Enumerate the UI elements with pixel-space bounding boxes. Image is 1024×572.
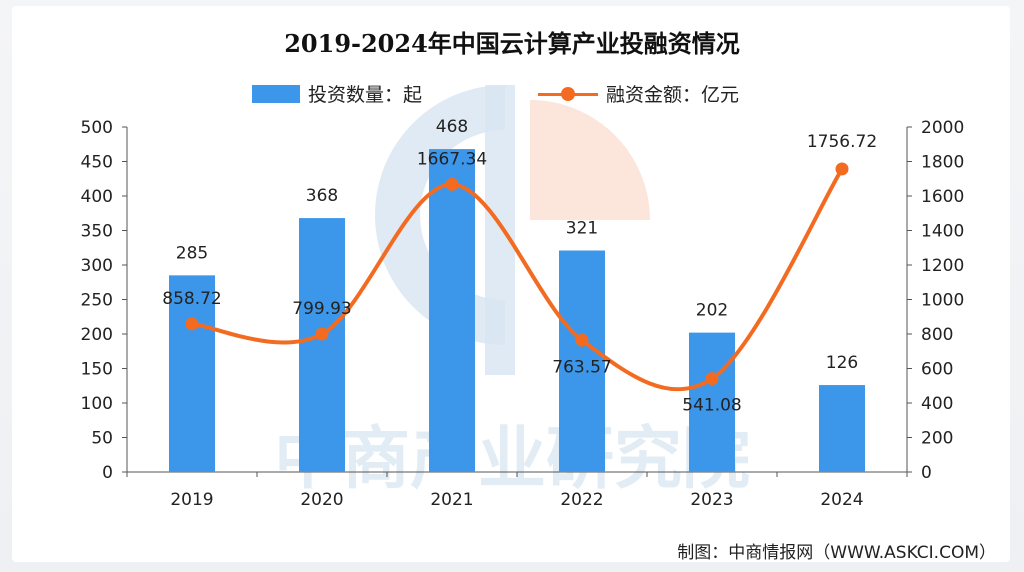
bar (559, 250, 605, 472)
legend-label-investment-count: 投资数量：起 (308, 84, 423, 106)
line-data-label: 1756.72 (807, 132, 877, 152)
left-axis-tick-label: 450 (81, 153, 113, 173)
watermark-text: 中商产业研究院 (274, 420, 750, 499)
line-data-label: 858.72 (162, 289, 221, 309)
left-axis-tick-label: 300 (81, 256, 113, 276)
chart-credit: 制图：中商情报网（WWW.ASKCI.COM） (677, 543, 996, 563)
legend-line-swatch (538, 85, 598, 103)
bar-data-label: 285 (176, 243, 208, 263)
line-point (575, 333, 589, 347)
line-point (705, 372, 719, 386)
bar (299, 218, 345, 472)
left-axis-tick-label: 150 (81, 360, 113, 380)
right-axis-tick-label: 400 (921, 394, 953, 414)
line-series-path (191, 167, 844, 392)
right-axis-tick-label: 2000 (921, 118, 964, 138)
bar-data-label: 368 (306, 186, 338, 206)
left-axis-tick-label: 350 (81, 222, 113, 242)
bar (429, 149, 475, 472)
bar-data-label: 126 (826, 353, 858, 373)
line-data-label: 799.93 (292, 299, 351, 319)
right-axis-tick-label: 1600 (921, 187, 964, 207)
legend-item-investment-count: 投资数量：起 (252, 80, 422, 107)
left-axis-tick-label: 0 (102, 463, 113, 483)
left-axis-tick-label: 400 (81, 187, 113, 207)
watermark-logo (375, 85, 650, 375)
line-point (835, 162, 849, 176)
bars-group (169, 149, 865, 472)
line-point (445, 177, 459, 191)
chart-title: 2019-2024年中国云计算产业投融资情况 (284, 29, 740, 58)
left-axis-tick-label: 500 (81, 118, 113, 138)
bar (169, 275, 215, 472)
x-axis-tick-label: 2023 (690, 490, 733, 510)
bar-data-label: 321 (566, 219, 598, 239)
bar (689, 332, 735, 472)
right-axis-tick-label: 600 (921, 360, 953, 380)
right-axis-tick-label: 1800 (921, 153, 964, 173)
line-data-label: 763.57 (552, 357, 611, 377)
right-axis-tick-label: 0 (921, 463, 932, 483)
legend: 投资数量：起 融资金额：亿元 (0, 80, 1024, 106)
left-axis-tick-label: 250 (81, 291, 113, 311)
line-point (315, 327, 329, 341)
bar-data-label: 202 (696, 301, 728, 321)
right-axis-tick-label: 200 (921, 429, 953, 449)
axes-group: 0 50 100 150 200 250 300 350 400 450 500 0 200 400 600… (81, 118, 965, 510)
legend-item-financing-amount: 融资金额：亿元 (538, 80, 739, 107)
bar (819, 385, 865, 472)
right-axis-tick-label: 1200 (921, 256, 964, 276)
right-axis-tick-label: 1000 (921, 291, 964, 311)
x-axis-tick-label: 2021 (430, 490, 473, 510)
data-labels-group: 285 368 468 321 202 126 858.72 799.93 1667.34 763… (162, 117, 877, 416)
legend-bar-swatch (252, 84, 300, 103)
right-axis-tick-label: 800 (921, 325, 953, 345)
x-axis-tick-label: 2024 (820, 490, 863, 510)
left-axis-tick-label: 200 (81, 325, 113, 345)
line-data-label: 541.08 (682, 396, 741, 416)
legend-label-financing-amount: 融资金额：亿元 (606, 84, 740, 106)
x-axis-tick-label: 2022 (560, 490, 603, 510)
line-series-group (185, 162, 849, 392)
x-axis-tick-label: 2020 (300, 490, 343, 510)
left-axis-tick-label: 50 (91, 429, 113, 449)
line-point (185, 317, 199, 331)
line-data-label: 1667.34 (417, 149, 487, 169)
x-axis-tick-label: 2019 (170, 490, 213, 510)
bar-data-label: 468 (436, 117, 468, 137)
left-axis-tick-label: 100 (81, 394, 113, 414)
right-axis-tick-label: 1400 (921, 222, 964, 242)
